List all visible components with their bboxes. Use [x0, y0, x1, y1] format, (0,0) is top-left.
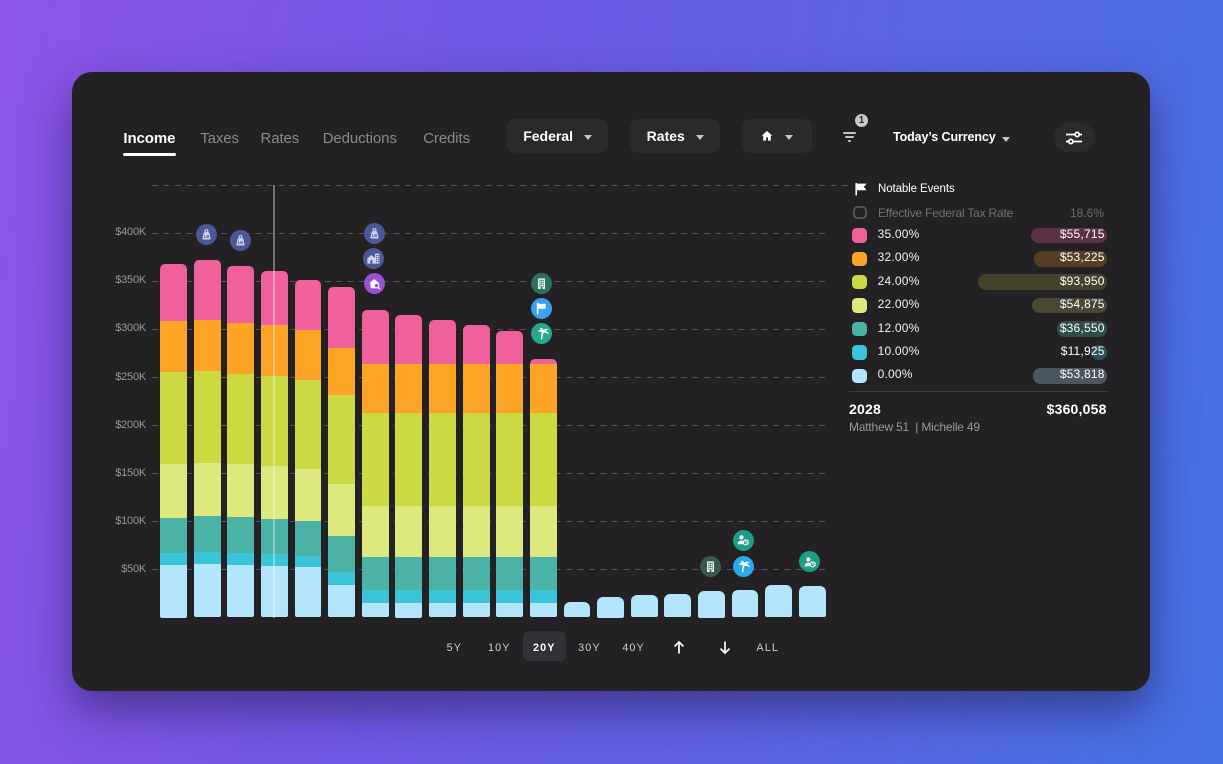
svg-text:LB: LB — [204, 234, 210, 239]
svg-text:LB: LB — [371, 233, 377, 238]
svg-text:LB: LB — [238, 240, 244, 245]
